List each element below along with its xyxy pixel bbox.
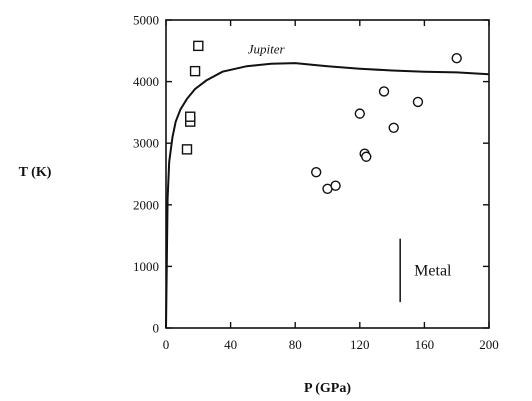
square-point — [181, 144, 193, 155]
metal-label: Metal — [414, 262, 452, 279]
jupiter-curve — [165, 62, 490, 329]
annotation-layer: Metal — [399, 238, 452, 303]
square-point — [189, 65, 201, 77]
circle-point — [310, 166, 322, 178]
x-tick-label: 160 — [415, 337, 435, 352]
circle-point — [388, 122, 399, 134]
y-tick-label: 5000 — [133, 13, 159, 28]
circle-point — [354, 108, 365, 119]
x-tick-label: 80 — [289, 337, 302, 352]
x-tick-label: 200 — [479, 337, 499, 352]
square-point — [193, 40, 204, 52]
jupiter-label: Jupiter — [248, 41, 286, 56]
square-point — [185, 111, 196, 122]
circle-point — [451, 52, 462, 64]
circle-point — [361, 151, 372, 162]
jupiter-curve-layer: Jupiter — [165, 41, 490, 329]
x-axis-label: P (GPa) — [304, 381, 351, 396]
y-tick-label: 4000 — [133, 74, 159, 89]
x-tick-label: 0 — [163, 337, 170, 352]
data-points-layer — [181, 40, 462, 194]
y-tick-label: 0 — [153, 321, 160, 336]
y-tick-label: 3000 — [133, 136, 159, 151]
circle-point — [330, 180, 341, 191]
circle-point — [378, 86, 390, 97]
y-axis-label: T (K) — [19, 165, 52, 180]
y-tick-label: 1000 — [133, 259, 159, 274]
y-tick-label: 2000 — [133, 197, 159, 212]
plot-frame — [165, 19, 490, 329]
circle-point — [412, 96, 424, 108]
x-tick-label: 120 — [350, 337, 370, 352]
x-tick-label: 40 — [224, 337, 237, 352]
